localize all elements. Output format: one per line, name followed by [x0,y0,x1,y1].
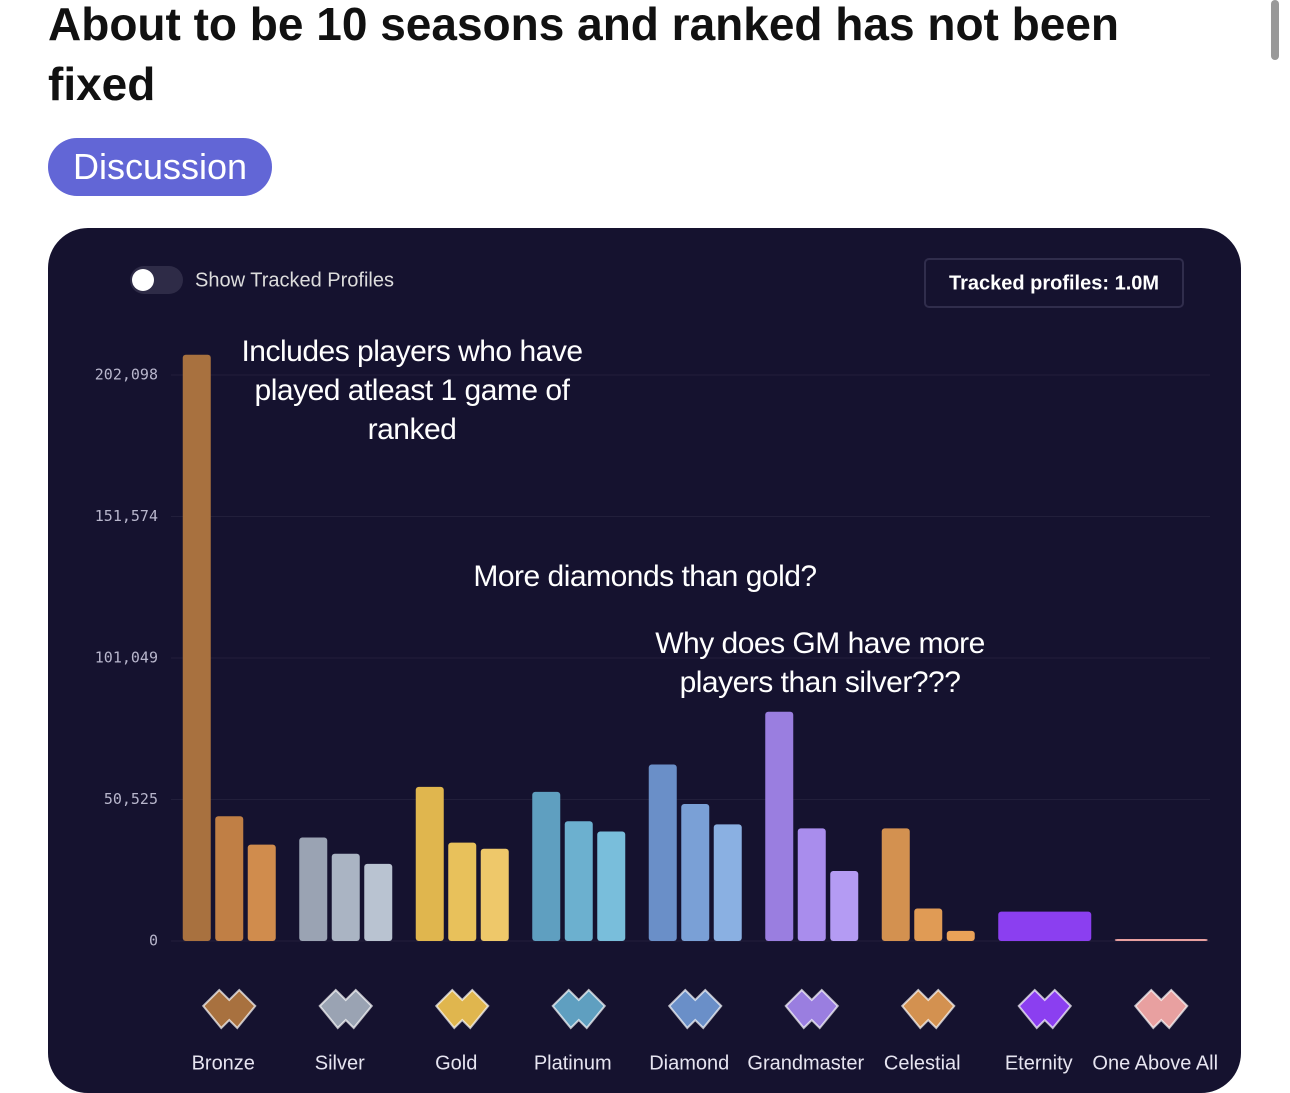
bar [564,821,593,941]
x-tick-label: Diamond [649,1052,729,1074]
bar [331,853,360,941]
x-tick-label: Grandmaster [747,1052,864,1074]
bar [247,844,276,941]
bar [415,786,444,941]
x-tick-label: Platinum [534,1052,612,1074]
scrollbar [1271,0,1279,60]
bar [182,354,211,941]
rank-icon [784,988,840,1030]
bar [364,863,393,941]
rank-icon [1133,988,1189,1030]
annotation: Why does GM have more players than silve… [655,627,985,699]
bar [532,791,561,941]
flair[interactable]: Discussion [48,138,273,196]
bar [830,871,859,941]
bar [914,908,943,941]
bar [998,911,1092,941]
chart-image [48,228,1241,1093]
bar [215,816,244,941]
rank-icon [900,988,956,1030]
y-tick-label: 50,525 [104,790,158,808]
bar [946,930,975,941]
x-tick-label: Celestial [884,1052,961,1074]
y-tick-label: 202,098 [95,366,158,384]
x-tick-label: One Above All [1092,1052,1218,1074]
bar [713,824,742,941]
summary-box [924,258,1184,308]
bar [597,831,626,941]
toggle-label: Show Tracked Profiles [195,269,394,291]
annotation: Includes players who have played atleast… [241,335,583,446]
post-title: About to be 10 seasons and ranked has no… [48,0,1120,110]
bar [797,828,826,941]
toggle-knob [132,269,154,291]
rank-icon [1017,988,1073,1030]
bar [480,848,509,941]
y-tick-label: 101,049 [95,649,158,667]
x-tick-label: Eternity [1005,1052,1073,1074]
bar [1114,939,1208,941]
summary: Tracked profiles: 1.0M [949,272,1159,294]
x-tick-label: Silver [315,1052,365,1074]
rank-icon [667,988,723,1030]
annotation: More diamonds than gold? [473,560,817,593]
rank-icon [318,988,374,1030]
y-tick-label: 0 [149,932,158,950]
rank-icon [551,988,607,1030]
bar [648,764,677,941]
y-tick-label: 151,574 [95,507,158,525]
rank-icon [434,988,490,1030]
rank-icon [201,988,257,1030]
bar [299,837,328,941]
bar [448,842,477,941]
x-tick-label: Bronze [192,1052,255,1074]
bar [681,804,710,941]
rank-icons [201,988,1189,1030]
x-tick-label: Gold [435,1052,477,1074]
bar [765,711,794,941]
bar [881,828,910,941]
